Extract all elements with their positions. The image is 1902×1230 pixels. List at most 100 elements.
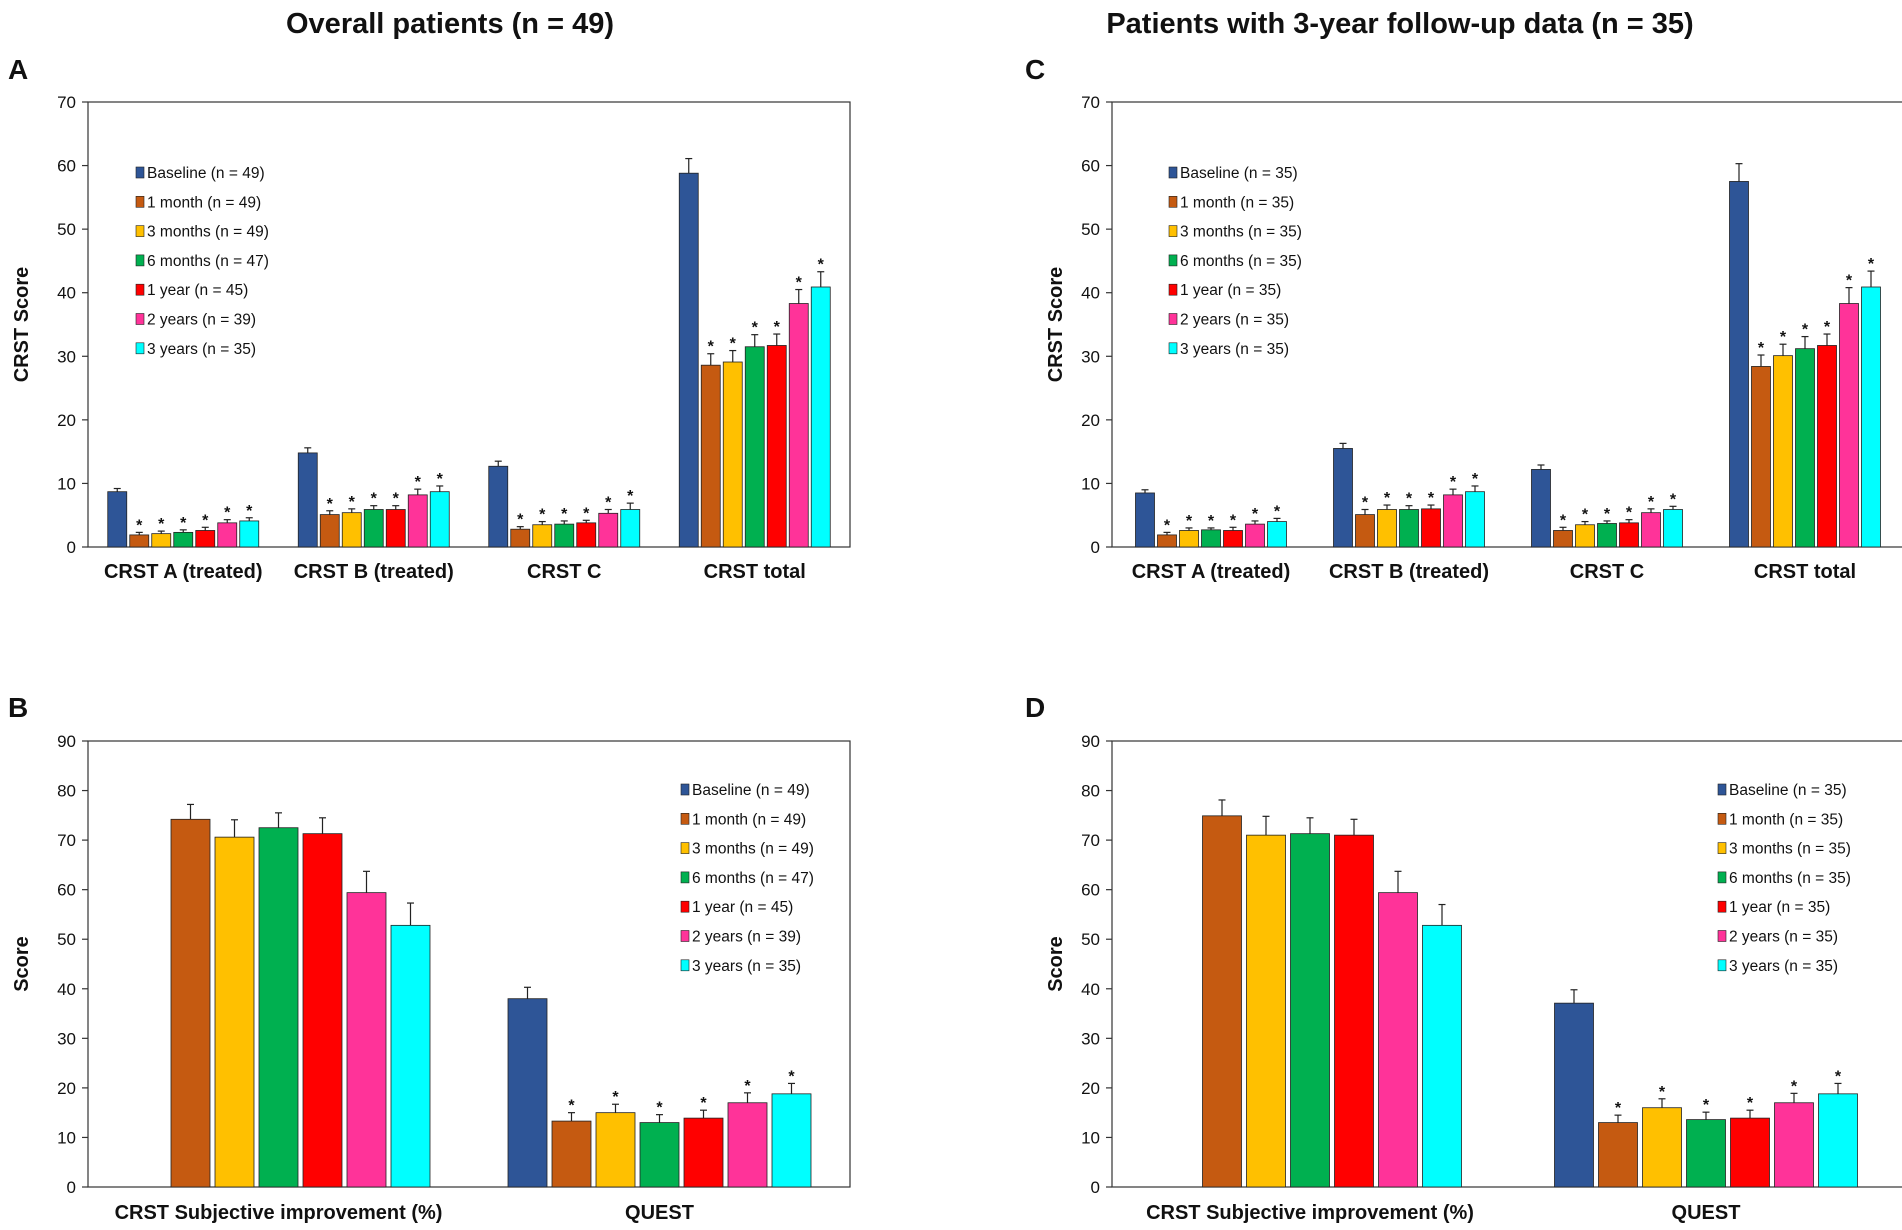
legend-label-3-months-c: 3 months (n = 35)	[1180, 224, 1302, 241]
significance-star-1-year-a: *	[202, 512, 209, 529]
legend-swatch-3-months-c	[1168, 225, 1178, 237]
legend-swatch-6-months-a	[135, 254, 145, 267]
significance-star-1-month-c: *	[1560, 512, 1567, 529]
bar-1-year-c	[1421, 508, 1441, 548]
bar-1-year-c	[1223, 530, 1243, 548]
bar-3-months-a	[341, 512, 362, 548]
y-tick-label-a: 40	[57, 284, 76, 303]
x-category-label-c: CRST A (treated)	[1132, 561, 1291, 583]
significance-star-2-years-a: *	[224, 505, 231, 522]
y-axis-title-b: Score	[11, 936, 33, 992]
bar-1-month-c	[1157, 534, 1177, 548]
significance-star-3-years-a: *	[246, 503, 253, 520]
significance-star-1-year-d: *	[1747, 1095, 1754, 1112]
significance-star-3-months-c: *	[1582, 507, 1589, 524]
legend-swatch-2-years-c	[1168, 313, 1178, 325]
bar-baseline-c	[1729, 181, 1749, 548]
legend-swatch-baseline-d	[1717, 783, 1727, 796]
legend-swatch-3-years-d	[1717, 959, 1727, 972]
plot-area-d	[1111, 740, 1902, 1188]
significance-star-3-months-a: *	[158, 516, 165, 533]
significance-star-3-years-b: *	[788, 1068, 795, 1085]
significance-star-3-months-d: *	[1659, 1084, 1666, 1101]
legend-swatch-1-month-a	[135, 196, 145, 208]
significance-star-6-months-c: *	[1406, 491, 1413, 508]
significance-star-6-months-c: *	[1604, 506, 1611, 523]
bar-6-months-a	[744, 346, 765, 548]
bar-3-years-a	[429, 491, 450, 548]
bar-1-month-a	[510, 528, 531, 548]
bar-3-years-c	[1267, 521, 1287, 548]
bar-6-months-b	[639, 1122, 680, 1188]
x-category-label-b: QUEST	[625, 1202, 694, 1224]
bar-3-years-b	[771, 1093, 812, 1188]
y-tick-label-b: 20	[57, 1079, 76, 1098]
bar-baseline-b	[507, 998, 548, 1188]
bar-2-years-c	[1641, 512, 1661, 548]
bar-2-years-b	[727, 1102, 768, 1188]
significance-star-3-months-c: *	[1384, 490, 1391, 507]
legend-swatch-1-year-a	[135, 283, 145, 296]
y-tick-label-b: 10	[57, 1128, 76, 1147]
significance-star-1-month-a: *	[327, 496, 334, 513]
bar-1-year-a	[385, 509, 406, 548]
y-axis-title-d: Score	[1045, 936, 1067, 992]
legend-label-1-year-a: 1 year (n = 45)	[147, 282, 248, 299]
y-tick-label-b: 70	[57, 831, 76, 850]
legend-label-3-years-b: 3 years (n = 35)	[692, 958, 801, 975]
y-tick-label-a: 30	[57, 347, 76, 366]
legend-swatch-1-year-b	[680, 900, 690, 913]
significance-star-6-months-c: *	[1802, 322, 1809, 339]
bar-1-month-c	[1355, 514, 1375, 548]
legend-swatch-2-years-d	[1717, 930, 1727, 942]
legend-label-1-month-c: 1 month (n = 35)	[1180, 194, 1294, 211]
y-tick-label-a: 0	[67, 538, 76, 557]
y-tick-label-d: 30	[1081, 1029, 1100, 1048]
significance-star-6-months-d: *	[1703, 1097, 1710, 1114]
y-tick-label-d: 10	[1081, 1128, 1100, 1147]
bar-1-month-b	[551, 1120, 592, 1188]
x-category-label-c: CRST C	[1570, 561, 1644, 583]
bar-baseline-a	[678, 172, 699, 548]
panel-label-c: C	[1025, 54, 1046, 85]
legend-swatch-1-month-c	[1168, 196, 1178, 208]
bar-3-months-d	[1246, 834, 1286, 1188]
legend-label-3-months-b: 3 months (n = 49)	[692, 841, 814, 858]
significance-star-6-months-a: *	[371, 491, 378, 508]
panel-label-a: A	[8, 54, 29, 85]
y-tick-label-b: 40	[57, 980, 76, 999]
legend-label-6-months-c: 6 months (n = 35)	[1180, 253, 1302, 270]
bar-6-months-a	[363, 509, 384, 548]
legend-label-3-months-d: 3 months (n = 35)	[1729, 841, 1851, 858]
x-category-label-a: CRST B (treated)	[294, 561, 454, 583]
legend-label-2-years-b: 2 years (n = 39)	[692, 929, 801, 946]
plot-area-a	[87, 101, 851, 548]
y-tick-label-b: 0	[67, 1178, 76, 1197]
bar-2-years-d	[1378, 892, 1418, 1188]
legend-label-3-months-a: 3 months (n = 49)	[147, 224, 269, 241]
y-tick-label-d: 90	[1081, 732, 1100, 751]
legend-swatch-6-months-c	[1168, 254, 1178, 267]
significance-star-1-year-c: *	[1626, 505, 1633, 522]
legend-label-3-years-d: 3 years (n = 35)	[1729, 958, 1838, 975]
significance-star-3-months-c: *	[1780, 329, 1787, 346]
significance-star-1-year-c: *	[1428, 490, 1435, 507]
bar-2-years-c	[1443, 494, 1463, 548]
significance-star-6-months-c: *	[1208, 513, 1215, 530]
x-category-label-a: CRST C	[527, 561, 601, 583]
significance-star-2-years-c: *	[1648, 494, 1655, 511]
significance-star-1-month-c: *	[1758, 340, 1765, 357]
bar-1-year-c	[1619, 522, 1639, 548]
bar-6-months-c	[1795, 348, 1815, 548]
legend-swatch-3-years-c	[1168, 342, 1178, 355]
significance-star-3-years-a: *	[627, 488, 634, 505]
significance-star-3-years-a: *	[818, 257, 825, 274]
bar-3-years-d	[1422, 924, 1462, 1188]
significance-star-1-month-a: *	[517, 512, 524, 529]
legend-label-baseline-a: Baseline (n = 49)	[147, 165, 265, 182]
bar-6-months-a	[554, 523, 575, 548]
y-tick-label-b: 50	[57, 930, 76, 949]
bar-1-year-b	[302, 833, 343, 1188]
significance-star-1-year-a: *	[393, 491, 400, 508]
y-tick-label-c: 40	[1081, 284, 1100, 303]
